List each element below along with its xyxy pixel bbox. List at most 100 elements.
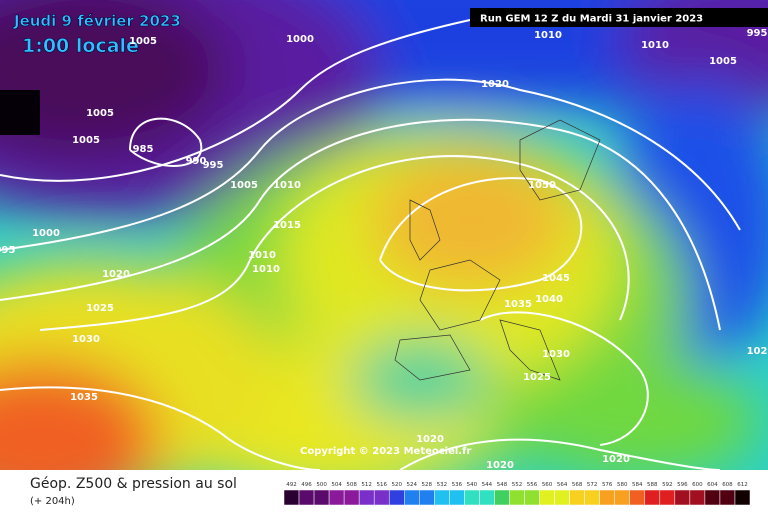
copyright: Copyright © 2023 Meteociel.fr (300, 446, 471, 457)
legend-swatch (494, 489, 510, 506)
legend-swatch (283, 489, 300, 506)
legend-swatch (419, 489, 435, 506)
legend-swatch (539, 489, 555, 506)
legend-label: 528 (422, 482, 433, 488)
legend-swatch (328, 489, 345, 506)
isobar-label: 1000 (32, 228, 60, 239)
legend-swatch (358, 489, 375, 506)
isobar-label: 1035 (504, 299, 532, 310)
legend-label: 544 (482, 482, 493, 488)
legend-swatch (599, 489, 615, 506)
isobars (0, 19, 741, 470)
legend-label: 520 (391, 482, 402, 488)
run-banner (470, 8, 768, 27)
legend-swatch (449, 489, 465, 506)
local-time: 1:00 locale (22, 35, 139, 57)
legend-swatch (659, 489, 676, 506)
legend-swatch (404, 489, 420, 506)
footer-title: Géop. Z500 & pression au sol (30, 476, 237, 492)
legend-label: 536 (452, 482, 463, 488)
legend-swatch (644, 489, 661, 506)
legend-swatch (689, 489, 706, 506)
isobar-label: 1020 (481, 79, 509, 90)
legend-label: 548 (497, 482, 508, 488)
legend-label: 608 (722, 482, 733, 488)
legend-label: 584 (632, 482, 643, 488)
isobar-label: 1005 (709, 56, 737, 67)
isobar-label: 985 (133, 144, 154, 155)
isobar-label: 1020 (486, 460, 514, 471)
isobar-label: 1045 (542, 273, 570, 284)
isobar-label: 1005 (129, 36, 157, 47)
legend-label: 532 (437, 482, 448, 488)
run-info: Run GEM 12 Z du Mardi 31 janvier 2023 (480, 14, 703, 25)
legend-label: 540 (467, 482, 478, 488)
legend-swatch (524, 489, 540, 506)
legend-label: 580 (617, 482, 628, 488)
isobar-label: 1030 (542, 349, 570, 360)
isobar-label: 1020 (602, 454, 630, 465)
legend-swatch (584, 489, 600, 506)
legend-label: 572 (587, 482, 598, 488)
isobar-label: 1010 (248, 250, 276, 261)
legend-swatch (373, 489, 390, 506)
legend-swatch (509, 489, 525, 506)
legend-label: 512 (361, 482, 372, 488)
isobar-label: 1035 (70, 392, 98, 403)
isobar-label: 1005 (230, 180, 258, 191)
legend-label: 508 (346, 482, 357, 488)
isobar-label: 1020 (416, 434, 444, 445)
legend-label: 560 (542, 482, 553, 488)
legend-swatch (434, 489, 450, 506)
legend-label: 504 (331, 482, 342, 488)
isobar-label: 1030 (72, 334, 100, 345)
legend-swatch (674, 489, 691, 506)
isobar-label: 990 (186, 156, 207, 167)
legend-swatch (629, 489, 646, 506)
legend-label: 596 (677, 482, 688, 488)
isobar-label: 1050 (528, 180, 556, 191)
legend-label: 496 (301, 482, 312, 488)
legend-label: 600 (692, 482, 703, 488)
isobar-label: 995 (747, 28, 768, 39)
isobar-label: 1015 (273, 220, 301, 231)
isobar-label: 1025 (523, 372, 551, 383)
legend-label: 612 (737, 482, 748, 488)
legend-label: 604 (707, 482, 718, 488)
lead-time: (+ 204h) (30, 496, 75, 507)
isobar-label: 1040 (535, 294, 563, 305)
legend-label: 500 (316, 482, 327, 488)
isobar-label: 1000 (286, 34, 314, 45)
date: Jeudi 9 février 2023 (13, 12, 181, 30)
legend-swatch (569, 489, 585, 506)
legend-swatch (719, 489, 736, 506)
isobar-label: 995 (203, 160, 224, 171)
isobar-label: 1025 (86, 303, 114, 314)
legend-swatch (479, 489, 495, 506)
isobar-label: 995 (0, 245, 15, 256)
legend-label: 568 (572, 482, 583, 488)
legend-swatch (464, 489, 480, 506)
legend-swatch (298, 489, 315, 506)
legend-swatch (704, 489, 721, 506)
legend-swatch (554, 489, 570, 506)
legend-label: 524 (407, 482, 418, 488)
legend-label: 564 (557, 482, 568, 488)
legend-label: 588 (647, 482, 658, 488)
isobar-label: 1005 (72, 135, 100, 146)
legend-label: 576 (602, 482, 613, 488)
isobar-label: 1010 (273, 180, 301, 191)
legend-label: 552 (512, 482, 523, 488)
legend-swatch (313, 489, 330, 506)
legend-label: 516 (376, 482, 387, 488)
legend-swatch (734, 489, 751, 506)
legend-label: 592 (662, 482, 673, 488)
isobar-label: 1005 (86, 108, 114, 119)
isobar-label: 1010 (534, 30, 562, 41)
legend-label: 556 (527, 482, 538, 488)
isobar-label: 1010 (252, 264, 280, 275)
isobar-label: 1020 (102, 269, 130, 280)
coastlines (394, 119, 601, 381)
